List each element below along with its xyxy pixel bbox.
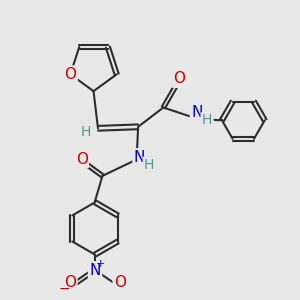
Text: H: H [202, 113, 212, 127]
Text: N: N [191, 105, 203, 120]
Text: O: O [173, 71, 185, 86]
Text: O: O [114, 275, 126, 290]
Text: N: N [89, 262, 101, 278]
Text: H: H [80, 125, 91, 139]
Text: +: + [96, 259, 106, 269]
Text: −: − [58, 281, 70, 296]
Text: O: O [76, 152, 88, 167]
Text: N: N [134, 150, 145, 165]
Text: H: H [144, 158, 154, 172]
Text: O: O [64, 275, 76, 290]
Text: O: O [64, 67, 76, 82]
